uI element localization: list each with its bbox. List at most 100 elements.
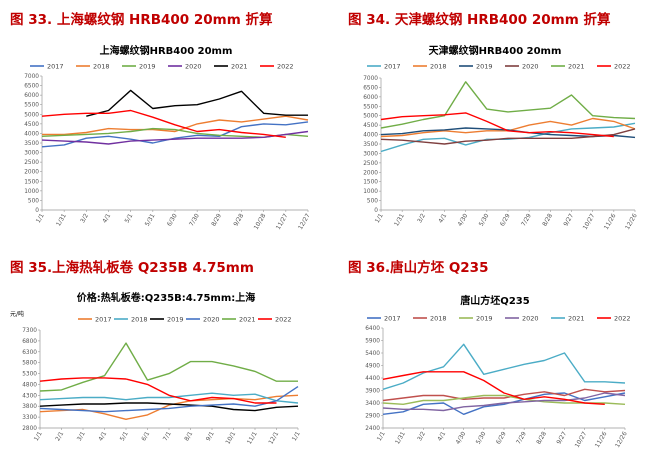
y-tick-label: 7000	[363, 76, 378, 82]
y-tick-label: 5000	[24, 112, 39, 118]
figure-36-heading: 图 36.唐山方坯 Q235	[348, 260, 489, 276]
x-tick-label: 8/1	[183, 430, 194, 442]
figure-35-heading: 图 35.上海热轧板卷 Q235B 4.75mm	[10, 260, 254, 276]
series-line-2018	[39, 392, 299, 404]
chart-shanghai-hot-rolled: 价格:热轧板卷:Q235B:4.75mm:上海元/吨 2017 2018 2019 20…	[10, 291, 302, 446]
x-tick-label: 1/31	[393, 212, 406, 227]
legend-label-2021: 2021	[239, 316, 256, 324]
y-tick-label: 3900	[365, 389, 380, 395]
y-tick-label: 4000	[363, 133, 378, 139]
x-tick-label: 5/31	[144, 212, 157, 227]
legend-label-2017: 2017	[95, 316, 112, 324]
legend-label-2018: 2018	[430, 63, 447, 71]
x-tick-label: 10/28	[253, 212, 268, 231]
y-tick-label: 3000	[24, 151, 39, 157]
x-tick-label: 1/1	[33, 430, 44, 442]
x-tick-label: 1/31	[55, 212, 68, 227]
y-tick-label: 1000	[363, 189, 378, 195]
y-tick-label: 0	[35, 208, 39, 214]
y-tick-label: 6500	[24, 84, 39, 90]
y-tick-label: 4900	[365, 364, 380, 370]
x-tick-label: 6/29	[495, 430, 508, 445]
x-tick-label: 8/29	[210, 212, 223, 227]
x-tick-label: 11/26	[594, 430, 609, 449]
x-tick-label: 1/31	[394, 430, 407, 445]
x-tick-label: 12/26	[614, 430, 629, 449]
y-tick-label: 5300	[22, 372, 37, 378]
series-line-2018	[382, 388, 626, 402]
x-tick-label: 1/1	[291, 430, 302, 442]
x-tick-label: 12/1	[267, 430, 280, 445]
y-tick-label: 3300	[22, 415, 37, 421]
y-tick-label: 6000	[363, 95, 378, 101]
y-tick-label: 2000	[24, 170, 39, 176]
y-tick-label: 1500	[363, 180, 378, 186]
figure-33-heading: 图 33. 上海螺纹钢 HRB400 20mm 折算	[10, 12, 273, 28]
series-line-2022	[39, 377, 277, 404]
series-line-2021	[380, 81, 636, 129]
y-tick-label: 2500	[363, 161, 378, 167]
y-tick-label: 2400	[365, 426, 380, 432]
legend-label-2018: 2018	[93, 63, 110, 71]
legend-label-2019: 2019	[139, 63, 156, 71]
x-tick-label: 9/27	[555, 430, 568, 445]
y-tick-label: 500	[367, 199, 378, 205]
x-tick-label: 4/30	[457, 212, 470, 227]
legend-label-2018: 2018	[131, 316, 148, 324]
legend-label-2020: 2020	[522, 63, 539, 71]
legend-label-2019: 2019	[476, 315, 493, 323]
series-line-2021	[39, 342, 298, 392]
figure-34-heading: 图 34. 天津螺纹钢 HRB400 20mm 折算	[348, 12, 611, 28]
legend-label-2022: 2022	[614, 315, 631, 323]
legend-label-2017: 2017	[47, 63, 64, 71]
x-tick-label: 4/30	[455, 430, 468, 445]
legend-label-2020: 2020	[185, 63, 202, 71]
y-tick-label: 5800	[22, 361, 37, 367]
x-tick-label: 11/26	[603, 212, 618, 231]
chart-panel-shanghai-rebar: 上海螺纹钢HRB400 20mm 2017 2018 2019 2020 2021 2022…	[8, 38, 320, 242]
x-tick-label: 4/1	[437, 212, 448, 224]
series-line-2022	[41, 109, 286, 138]
y-tick-label: 4800	[22, 382, 37, 388]
series-line-2017	[382, 392, 626, 415]
y-tick-label: 500	[28, 198, 39, 204]
series-line-2021	[86, 89, 308, 117]
x-tick-label: 5/1	[119, 430, 130, 442]
x-tick-label: 9/28	[232, 212, 245, 227]
y-tick-label: 1500	[24, 179, 39, 185]
series-line-2017	[39, 394, 299, 420]
legend-label-2019: 2019	[167, 316, 184, 324]
legend-label-2020: 2020	[522, 315, 539, 323]
y-tick-label: 5400	[365, 351, 380, 357]
y-tick-label: 0	[374, 208, 378, 214]
y-tick-label: 2900	[365, 414, 380, 420]
chart-panel-shanghai-hot-rolled: 价格:热轧板卷:Q235B:4.75mm:上海元/吨 2017 2018 2019 20…	[8, 288, 320, 454]
x-tick-label: 3/2	[416, 212, 427, 224]
x-tick-label: 8/28	[541, 212, 554, 227]
y-tick-label: 3000	[363, 151, 378, 157]
legend-label-2021: 2021	[568, 315, 585, 323]
chart-tianjin-rebar: 天津螺纹钢HRB400 20mm 2017 2018 2019 2020 2021 2022…	[363, 44, 639, 231]
x-tick-label: 3/2	[79, 212, 90, 224]
y-tick-label: 7000	[24, 74, 39, 80]
y-axis-unit-label: 元/吨	[10, 310, 24, 318]
x-tick-label: 4/1	[97, 430, 108, 442]
x-tick-label: 12/27	[297, 212, 312, 231]
chart-panel-tangshan-billet: 唐山方坯Q235 2017 2018 2019 2020 2021 2022 2400 2900…	[345, 288, 651, 454]
series-line-2022	[380, 112, 614, 138]
x-tick-label: 7/29	[520, 212, 533, 227]
x-tick-label: 5/30	[475, 430, 488, 445]
y-tick-label: 3500	[363, 142, 378, 148]
y-tick-label: 3500	[24, 141, 39, 147]
y-tick-label: 6000	[24, 93, 39, 99]
series-line-2019	[39, 402, 299, 412]
x-tick-label: 7/30	[188, 212, 201, 227]
chart-tangshan-billet: 唐山方坯Q235 2017 2018 2019 2020 2021 2022 2400 2900…	[365, 294, 631, 449]
y-tick-label: 4400	[365, 376, 380, 382]
y-tick-label: 5500	[363, 104, 378, 110]
chart-shanghai-rebar: 上海螺纹钢HRB400 20mm 2017 2018 2019 2020 2021 2022…	[24, 44, 312, 231]
x-tick-label: 9/1	[205, 430, 216, 442]
chart-title: 价格:热轧板卷:Q235B:4.75mm:上海	[77, 291, 256, 304]
chart-title: 上海螺纹钢HRB400 20mm	[100, 44, 233, 57]
